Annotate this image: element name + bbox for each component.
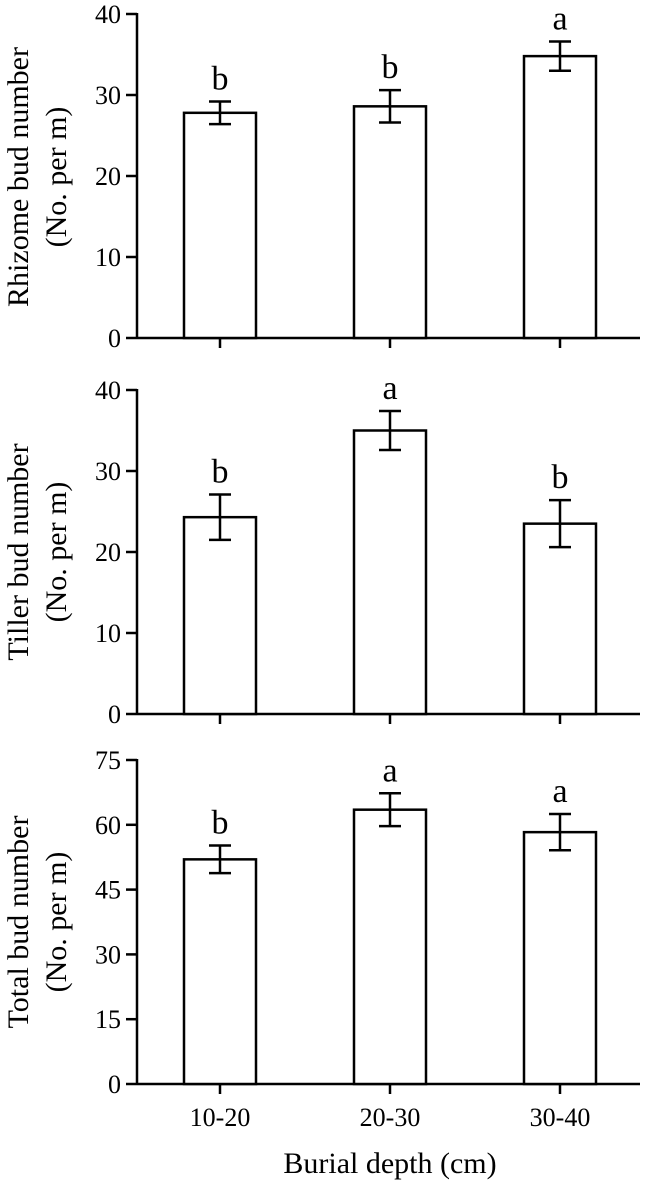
panel-tiller-ylabel-line2: (No. per m)	[40, 482, 73, 623]
bar	[352, 808, 428, 1086]
y-tick-label: 30	[95, 940, 121, 969]
y-tick-label: 30	[95, 457, 121, 486]
bar	[522, 830, 598, 1086]
bar	[522, 522, 598, 716]
y-tick-label: 10	[95, 243, 121, 272]
panel-tiller-bud: Tiller bud number (No. per m) 0 10 20 30 40 b…	[2, 370, 640, 729]
y-tick-label: 75	[95, 746, 121, 775]
y-tick-label: 40	[95, 0, 121, 29]
y-tick-label: 20	[95, 162, 121, 191]
panel-total-ylabel-line1: Total bud number	[2, 816, 35, 1029]
y-tick-label: 10	[95, 619, 121, 648]
bar	[182, 858, 258, 1086]
significance-letter: b	[212, 60, 229, 97]
y-tick-label: 45	[95, 876, 121, 905]
significance-letter: b	[552, 459, 569, 496]
x-tick-label: 30-40	[530, 1103, 591, 1132]
panel-rhizome-bud: Rhizome bud number (No. per m) 0 10 20 30 40…	[2, 0, 640, 353]
bar	[182, 515, 258, 716]
significance-letter: a	[552, 773, 567, 810]
significance-letter: a	[382, 370, 397, 407]
bar	[182, 111, 258, 340]
y-tick-label: 0	[108, 1070, 121, 1099]
panel-total-ylabel-line2: (No. per m)	[40, 852, 73, 993]
y-tick-label: 15	[95, 1005, 121, 1034]
significance-letter: b	[212, 805, 229, 842]
panel-rhizome-ylabel-line1: Rhizome bud number	[2, 47, 35, 307]
significance-letter: a	[382, 752, 397, 789]
bar	[522, 54, 598, 340]
panel-tiller-ylabel-line1: Tiller bud number	[2, 443, 35, 660]
y-tick-label: 40	[95, 376, 121, 405]
y-tick-label: 0	[108, 700, 121, 729]
significance-letter: b	[382, 49, 399, 86]
y-tick-label: 20	[95, 538, 121, 567]
significance-letter: a	[552, 1, 567, 38]
panel-total-bud: Total bud number (No. per m) 0 15 30 45 60 75…	[2, 746, 640, 1132]
x-tick-label: 10-20	[190, 1103, 251, 1132]
bar	[352, 105, 428, 340]
panel-rhizome-ylabel-line2: (No. per m)	[40, 107, 73, 248]
x-tick-label: 20-30	[360, 1103, 421, 1132]
y-tick-label: 0	[108, 324, 121, 353]
y-tick-label: 30	[95, 81, 121, 110]
y-tick-label: 60	[95, 811, 121, 840]
x-axis-label: Burial depth (cm)	[283, 1147, 496, 1180]
significance-letter: b	[212, 453, 229, 490]
bar	[352, 429, 428, 716]
